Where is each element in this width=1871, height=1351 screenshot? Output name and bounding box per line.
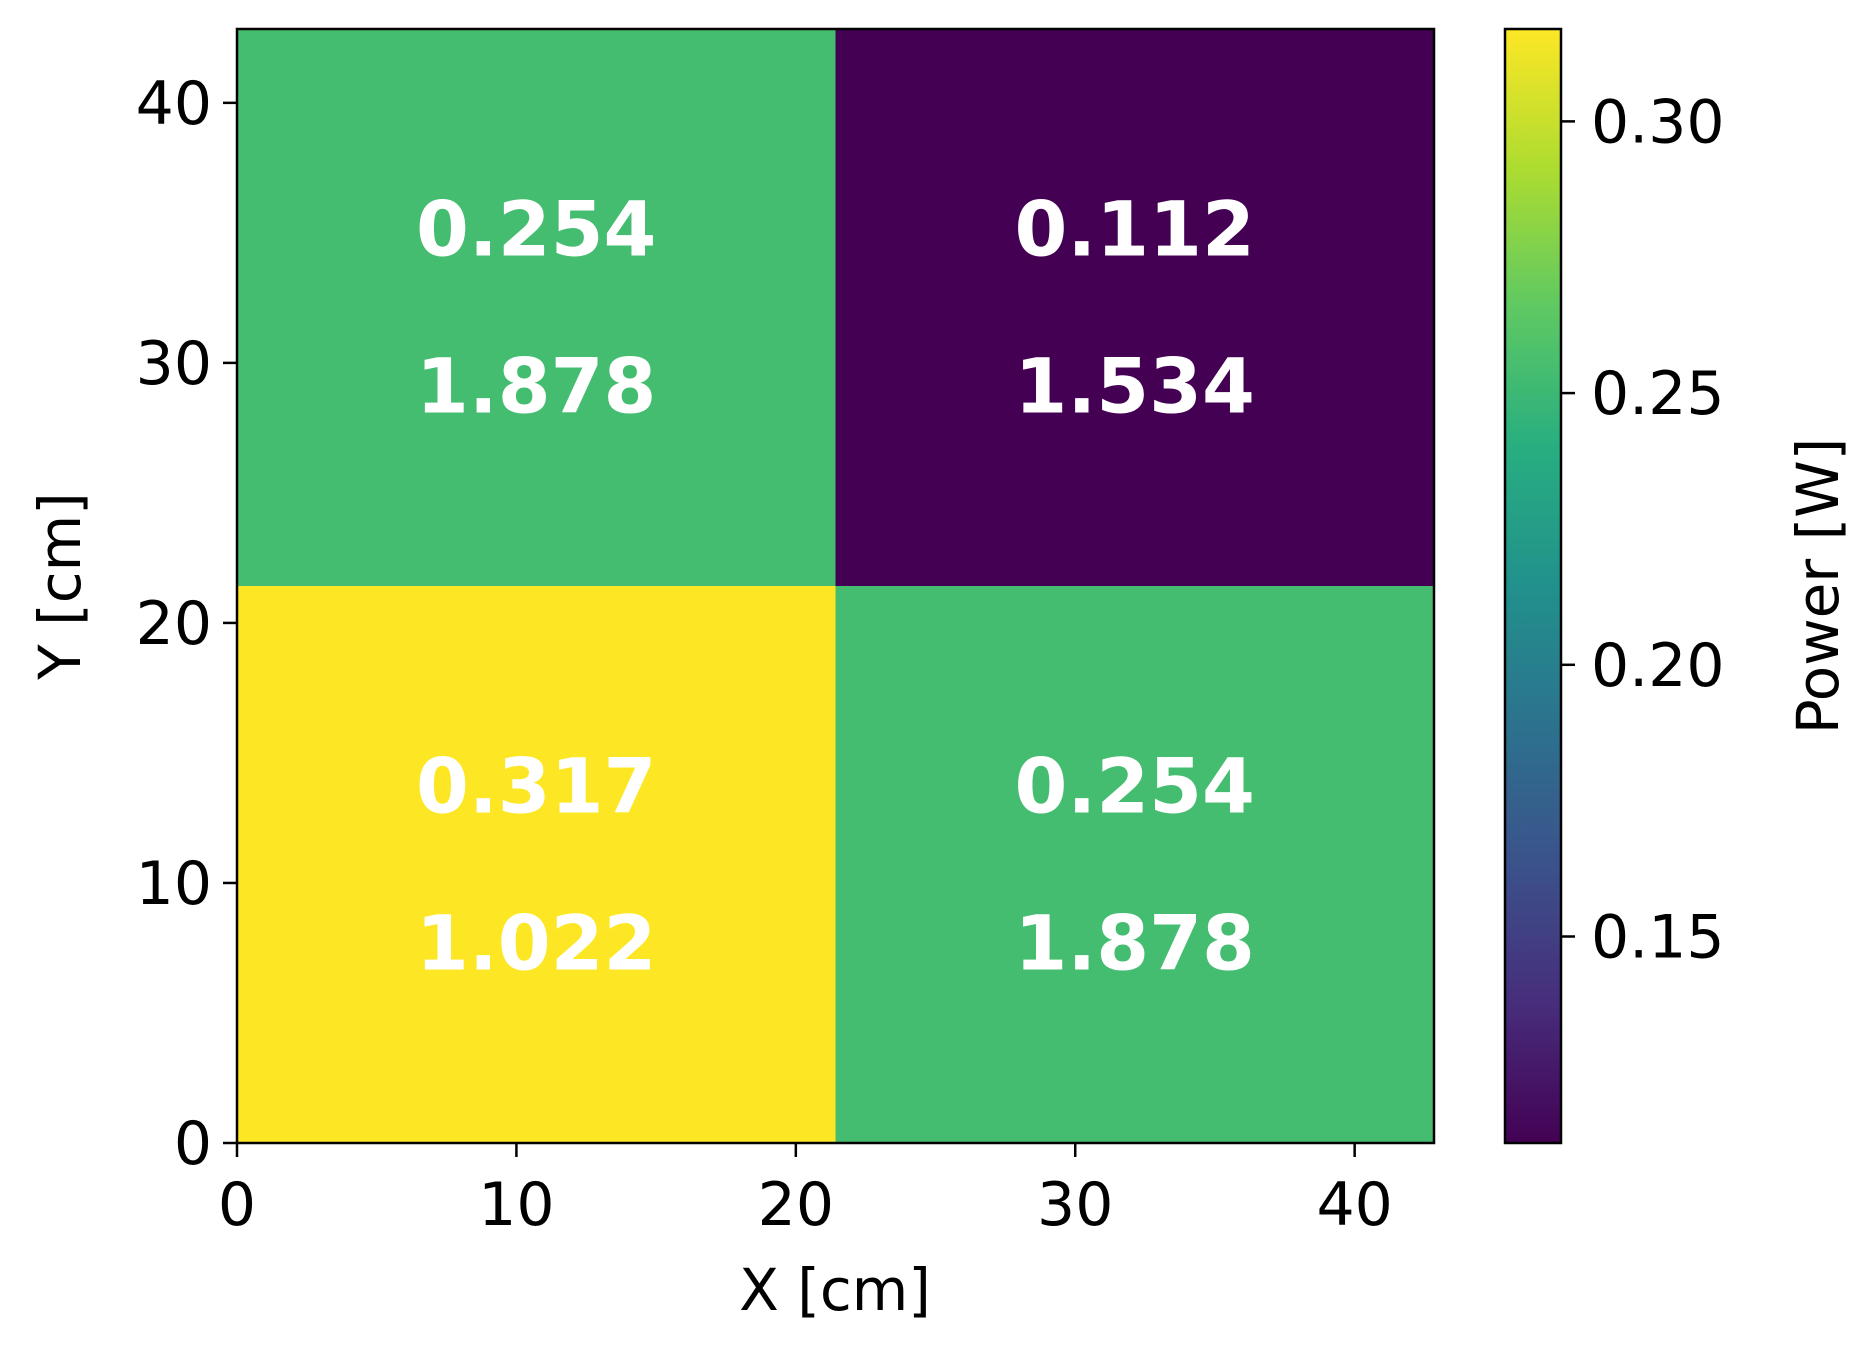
y-axis: 0 10 20 30 40 bbox=[136, 69, 237, 1179]
heatmap-cell bbox=[237, 29, 836, 586]
colorbar-tick-label: 0.15 bbox=[1591, 903, 1725, 973]
cell-value-label: 0.254 bbox=[1015, 742, 1255, 831]
colorbar-axis: 0.15 0.20 0.25 0.30 bbox=[1561, 87, 1725, 973]
cell-value-label: 0.112 bbox=[1015, 185, 1255, 274]
colorbar-label: Power [W] bbox=[1784, 438, 1852, 734]
cell-value-label: 1.878 bbox=[1015, 899, 1255, 988]
plot-frame bbox=[235, 27, 1436, 1145]
y-axis-label: Y [cm] bbox=[26, 492, 94, 681]
heatmap-cell bbox=[835, 29, 1434, 586]
colorbar-tick-label: 0.30 bbox=[1591, 87, 1725, 157]
colorbar bbox=[1503, 27, 1563, 1145]
cell-value-label: 0.254 bbox=[416, 185, 656, 274]
cell-value-label: 1.534 bbox=[1015, 342, 1255, 431]
colorbar-tick-label: 0.20 bbox=[1591, 631, 1725, 701]
x-tick-label: 10 bbox=[478, 1170, 554, 1240]
x-tick-label: 20 bbox=[758, 1170, 834, 1240]
y-tick-label: 30 bbox=[136, 329, 212, 399]
y-tick-label: 10 bbox=[136, 849, 212, 919]
heatmap-cell bbox=[237, 586, 836, 1143]
heatmap-cell bbox=[835, 586, 1434, 1143]
cell-value-label: 0.317 bbox=[416, 742, 656, 831]
x-tick-label: 40 bbox=[1316, 1170, 1392, 1240]
cell-value-label: 1.878 bbox=[416, 342, 656, 431]
x-axis-label: X [cm] bbox=[739, 1256, 931, 1324]
x-tick-label: 0 bbox=[218, 1170, 256, 1240]
cell-value-label: 1.022 bbox=[416, 899, 656, 988]
heatmap-cells: 0.254 1.878 0.112 1.534 0.317 1.022 0.254 1.878 bbox=[237, 29, 1434, 1143]
x-tick-label: 30 bbox=[1037, 1170, 1113, 1240]
y-tick-label: 40 bbox=[136, 69, 212, 139]
y-tick-label: 20 bbox=[136, 589, 212, 659]
y-tick-label: 0 bbox=[174, 1109, 212, 1179]
x-axis: 0 10 20 30 40 bbox=[218, 1143, 1393, 1240]
colorbar-tick-label: 0.25 bbox=[1591, 359, 1725, 429]
